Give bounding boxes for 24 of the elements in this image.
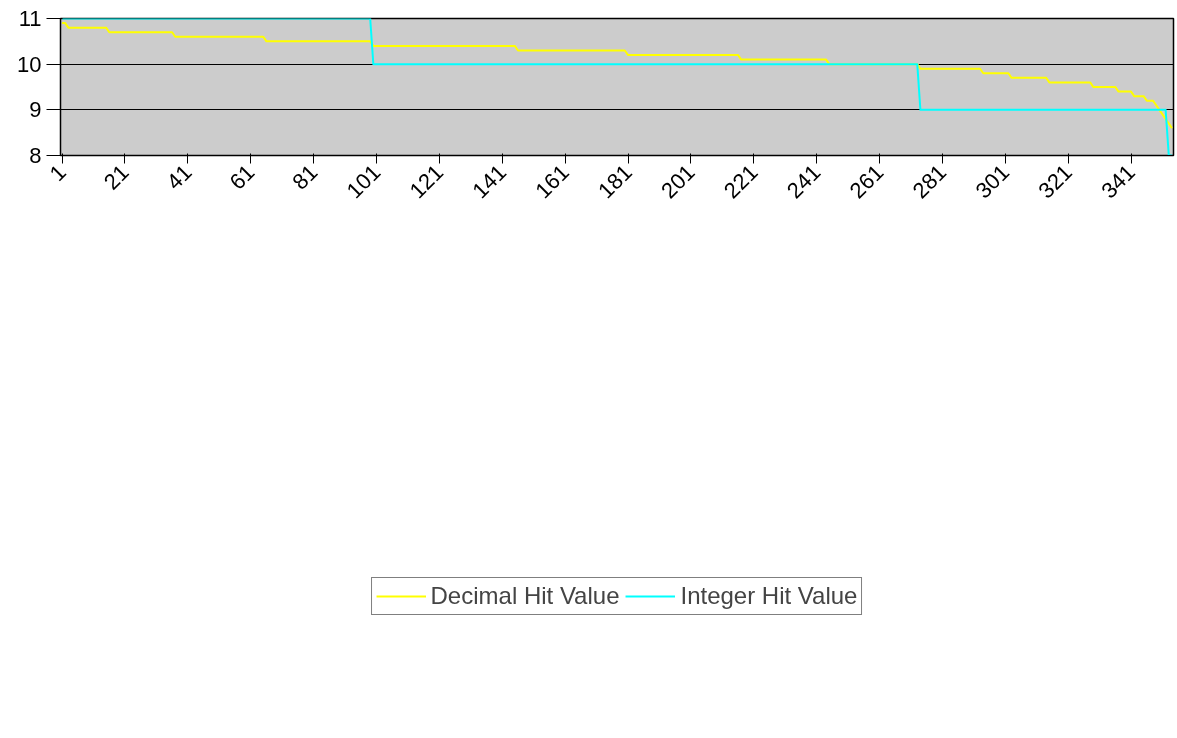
legend-label: Integer Hit Value [680,582,858,610]
x-tick-label: 81 [287,159,323,195]
x-tick-label: 181 [593,159,637,204]
x-tick-label: 341 [1096,159,1140,204]
y-tick-label: 8 [29,143,42,168]
x-tick-label: 41 [161,159,197,195]
x-tick-label: 261 [844,159,889,204]
y-tick-label: 11 [18,6,42,31]
x-tick-label: 61 [224,159,260,195]
y-tick-label: 10 [17,51,42,77]
x-tick-label: 281 [907,159,952,204]
x-tick-label: 161 [530,159,574,204]
x-tick-label: 301 [970,159,1015,204]
legend-label: Decimal Hit Value [430,582,620,610]
y-tick-label: 9 [29,97,42,123]
x-tick-label: 141 [467,159,512,204]
x-tick-label: 201 [656,159,700,204]
x-tick-label: 221 [718,159,763,204]
x-tick-label: 241 [781,159,826,204]
x-tick-label: 21 [98,159,134,195]
x-tick-label: 121 [404,159,449,204]
x-tick-label: 101 [341,159,386,204]
x-tick-label: 321 [1033,159,1078,204]
x-tick-label: 1 [44,159,71,186]
